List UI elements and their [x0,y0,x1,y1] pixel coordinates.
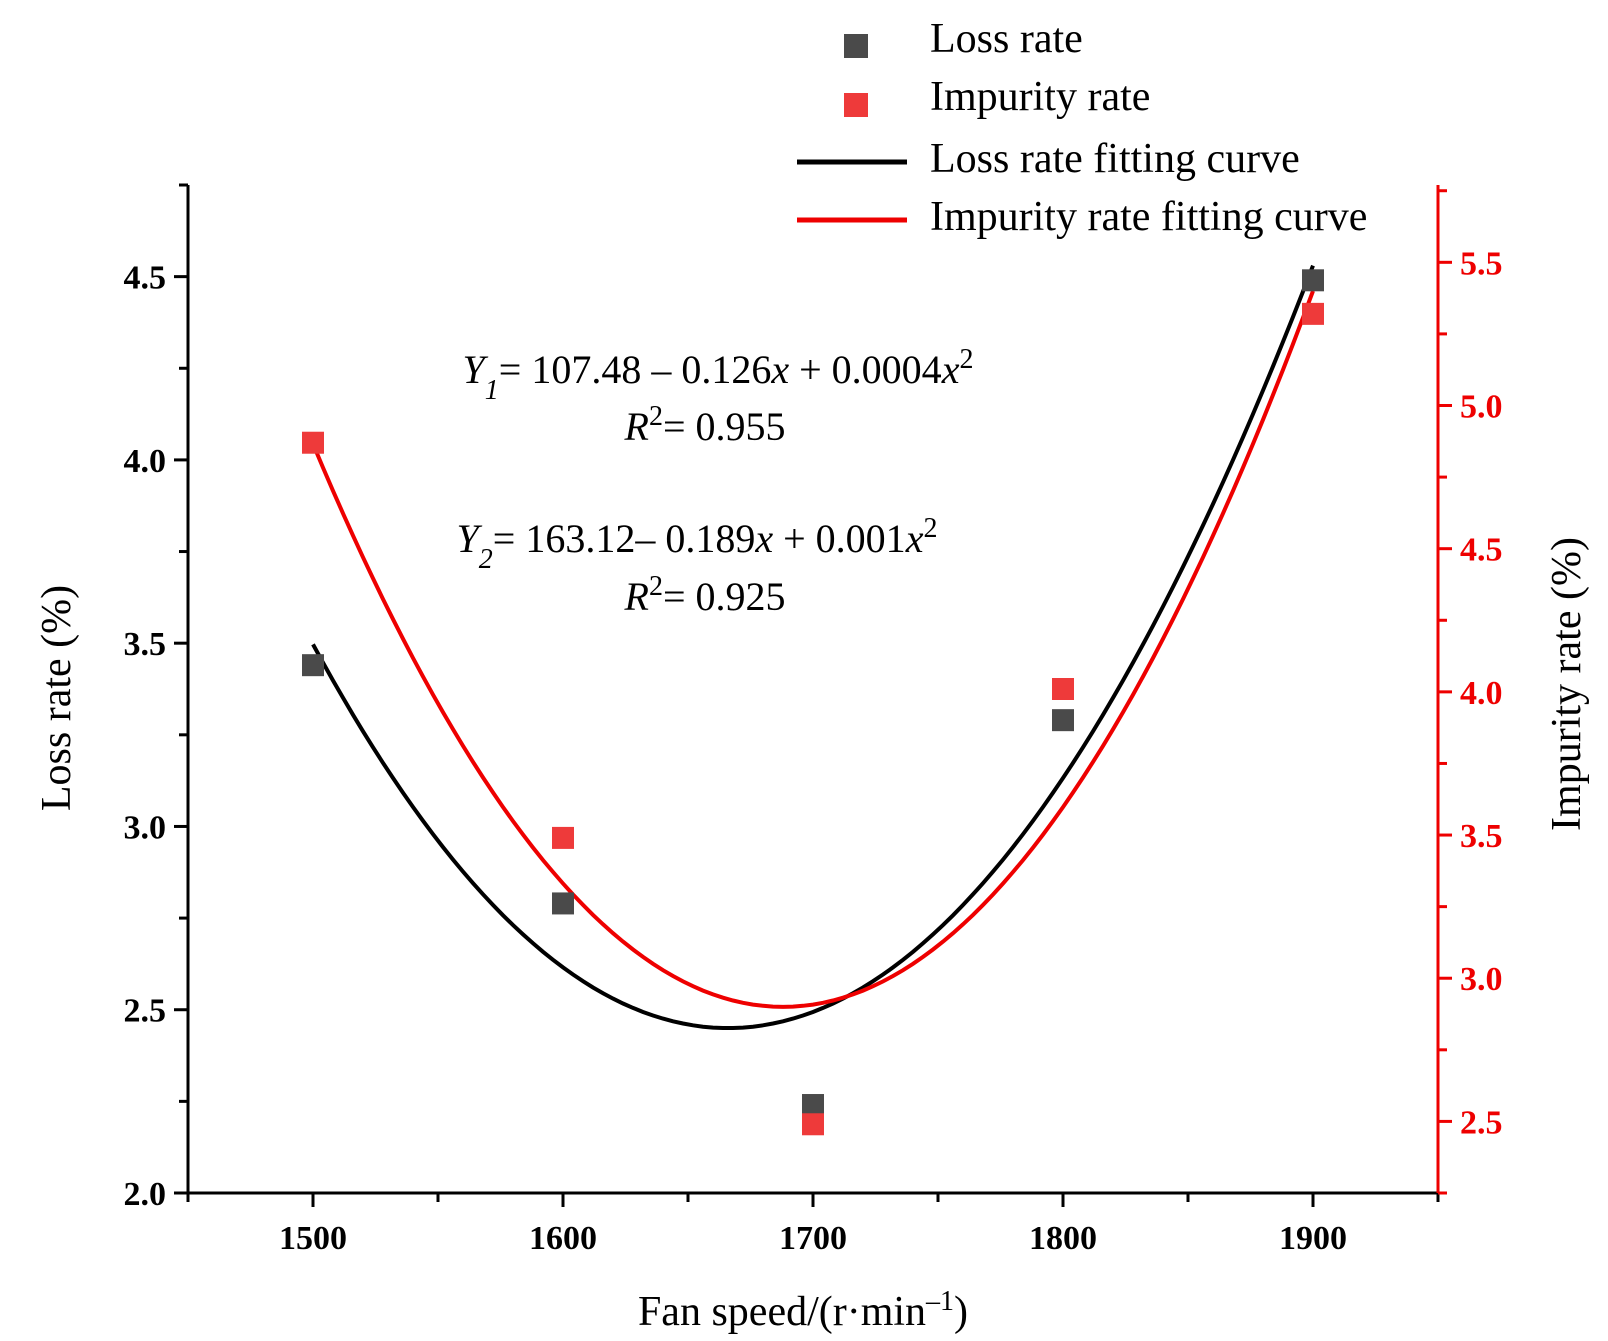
y-right-tick-label: 4.5 [1460,532,1503,569]
equation-2: Y2= 163.12– 0.189x + 0.001x2 [457,513,938,575]
legend-marker-impurity-rate [844,93,868,117]
y-right-tick-label: 5.5 [1460,245,1503,282]
data-points [302,269,1324,1136]
impurity-rate-point [302,431,324,454]
fit-curves [311,264,1315,1030]
y-left-tick-label: 2.0 [124,1176,167,1213]
legend-label-loss-rate: Loss rate [930,16,1083,62]
x-axis-title: Fan speed/(r·min–1) [638,1286,968,1336]
y-left-tick-label: 2.5 [124,993,167,1030]
x-tick-label: 1600 [529,1220,597,1257]
y-left-axis-title: Loss rate (%) [34,585,80,811]
y-left-tick-label: 4.5 [124,260,167,297]
r-squared-2: R2= 0.925 [624,571,786,620]
legend-label-impurity-fit: Impurity rate fitting curve [930,194,1367,240]
legend-label-loss-fit: Loss rate fitting curve [930,136,1300,182]
y-right-tick-label: 3.5 [1460,818,1503,855]
y-right-axis-title: Impurity rate (%) [1544,537,1590,831]
ticks: 1500 1600 1700 1800 1900 2.0 2.5 3.0 3.5 4.0 4.5 2.… [124,183,1503,1257]
loss-rate-point [802,1094,824,1117]
y-left-tick-label: 3.0 [124,809,167,846]
y-left-tick-label: 3.5 [124,626,167,663]
legend: Loss rate Impurity rate Loss rate fittin… [797,16,1367,240]
y-right-tick-label: 2.5 [1460,1104,1503,1141]
impurity-rate-point [1052,678,1074,700]
impurity-rate-point [1302,302,1324,325]
legend-marker-loss-rate [844,34,868,58]
loss-rate-fit-curve [311,264,1315,1030]
impurity-rate-point [802,1113,824,1136]
legend-label-impurity-rate: Impurity rate [930,74,1150,120]
axes [186,185,1440,1195]
y-right-tick-label: 5.0 [1460,389,1503,426]
loss-rate-point [302,654,324,677]
x-tick-label: 1700 [779,1220,847,1257]
x-tick-label: 1900 [1279,1220,1347,1257]
x-tick-label: 1800 [1029,1220,1097,1257]
equation-1: Y1= 107.48 – 0.126x + 0.0004x2 [463,344,974,406]
y-right-tick-label: 4.0 [1460,675,1503,712]
loss-rate-point [1052,709,1074,732]
y-right-tick-label: 3.0 [1460,961,1503,998]
impurity-rate-fit-curve [311,290,1315,1009]
loss-rate-point [552,892,574,915]
fit-equations: Y1= 107.48 – 0.126x + 0.0004x2 R2= 0.955… [457,344,974,620]
loss-rate-point [1302,269,1324,292]
r-squared-1: R2= 0.955 [624,401,786,450]
impurity-rate-point [552,826,574,849]
y-left-tick-label: 4.0 [124,443,167,480]
x-tick-label: 1500 [279,1220,347,1257]
